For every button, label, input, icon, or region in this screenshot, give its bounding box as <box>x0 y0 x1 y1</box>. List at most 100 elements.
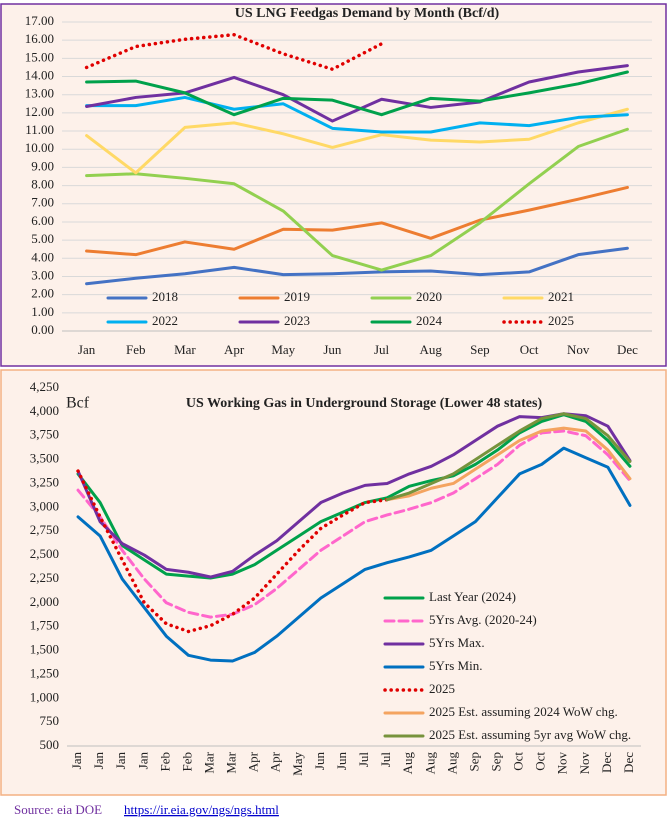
y-tick-label: 750 <box>40 713 60 728</box>
legend-label: 2024 <box>416 313 443 328</box>
x-tick-label: Feb <box>179 752 194 772</box>
x-tick-label: Jun <box>312 752 327 771</box>
y-tick-label: 4.00 <box>31 249 54 264</box>
legend-label: 5Yrs Min. <box>429 658 482 673</box>
chart-title: US LNG Feedgas Demand by Month (Bcf/d) <box>235 6 500 21</box>
x-tick-label: Sep <box>466 752 481 772</box>
x-tick-label: Apr <box>246 751 261 772</box>
x-tick-label: Jan <box>135 752 150 770</box>
x-tick-label: Jan <box>113 752 128 770</box>
series-line <box>85 70 629 117</box>
y-tick-label: 8.00 <box>31 177 54 192</box>
x-tick-label: Jul <box>356 752 371 768</box>
y-tick-label: 1,750 <box>30 618 59 633</box>
y-tick-label: 3,250 <box>30 474 59 489</box>
y-tick-label: 2.00 <box>31 286 54 301</box>
y-tick-label: 13.00 <box>25 86 54 101</box>
x-tick-label: Dec <box>621 752 636 773</box>
y-tick-label: 5.00 <box>31 231 54 246</box>
series-line <box>85 127 629 272</box>
x-tick-label: Nov <box>567 342 590 357</box>
legend-label: 2020 <box>416 289 442 304</box>
y-tick-label: 0.00 <box>31 322 54 337</box>
y-tick-label: 3.00 <box>31 267 54 282</box>
series-line <box>85 64 629 123</box>
x-tick-label: Feb <box>157 752 172 772</box>
x-tick-label: Jan <box>69 752 84 770</box>
y-tick-label: 11.00 <box>25 122 54 137</box>
series-line <box>85 185 629 257</box>
series-line <box>85 246 629 286</box>
series-line <box>85 95 629 134</box>
legend-label: 5Yrs Avg. (2020-24) <box>429 612 537 627</box>
series-line <box>84 32 384 72</box>
y-tick-label: 3,750 <box>30 427 59 442</box>
x-tick-label: Mar <box>224 751 239 773</box>
y-tick-label: 2,250 <box>30 570 59 585</box>
legend-label: 2021 <box>548 289 574 304</box>
x-tick-label: Dec <box>599 752 614 773</box>
x-tick-label: Jul <box>374 342 390 357</box>
y-tick-label: 10.00 <box>25 140 54 155</box>
y-tick-label: 12.00 <box>25 104 54 119</box>
y-axis-label: Bcf <box>66 395 90 412</box>
legend-label: Last Year (2024) <box>429 589 516 604</box>
x-tick-label: Jun <box>323 342 342 357</box>
y-tick-label: 4,000 <box>30 403 59 418</box>
series-line <box>385 426 632 502</box>
y-tick-label: 1,500 <box>30 642 59 657</box>
x-tick-label: Dec <box>617 342 638 357</box>
y-tick-label: 1,250 <box>30 665 59 680</box>
x-tick-label: Feb <box>126 342 146 357</box>
chart-frame <box>0 369 667 796</box>
x-tick-label: Sep <box>488 752 503 772</box>
x-tick-label: Oct <box>511 752 526 771</box>
series-line <box>85 107 629 175</box>
series-line <box>76 412 632 579</box>
y-tick-label: 17.00 <box>25 13 54 28</box>
series-line <box>76 469 389 634</box>
x-tick-label: May <box>290 752 305 776</box>
y-tick-label: 16.00 <box>25 31 54 46</box>
x-tick-label: Jan <box>78 342 96 357</box>
series-line <box>76 413 632 580</box>
x-tick-label: Nov <box>555 752 570 775</box>
legend-label: 2025 <box>429 681 455 696</box>
x-tick-label: Mar <box>174 342 196 357</box>
x-tick-label: Jan <box>91 752 106 770</box>
x-tick-label: May <box>271 342 295 357</box>
y-tick-label: 500 <box>40 737 60 752</box>
legend-label: 2025 Est. assuming 2024 WoW chg. <box>429 704 618 719</box>
series-line <box>76 429 632 619</box>
x-tick-label: Aug <box>420 342 443 357</box>
legend-label: 2022 <box>152 313 178 328</box>
y-tick-label: 2,750 <box>30 522 59 537</box>
y-tick-label: 2,000 <box>30 594 59 609</box>
chart-title: US Working Gas in Underground Storage (L… <box>186 396 543 411</box>
y-tick-label: 1.00 <box>31 304 54 319</box>
y-tick-label: 9.00 <box>31 158 54 173</box>
chart-frame <box>0 3 667 367</box>
y-tick-label: 14.00 <box>25 68 54 83</box>
legend-label: 5Yrs Max. <box>429 635 485 650</box>
x-tick-label: Apr <box>224 342 245 357</box>
x-tick-label: Oct <box>520 342 539 357</box>
x-tick-label: Mar <box>201 751 216 773</box>
legend-label: 2018 <box>152 289 178 304</box>
series-line <box>76 446 632 663</box>
x-tick-label: Jun <box>334 752 349 771</box>
x-tick-label: Oct <box>533 752 548 771</box>
x-tick-label: Nov <box>577 752 592 775</box>
y-tick-label: 6.00 <box>31 213 54 228</box>
y-tick-label: 7.00 <box>31 195 54 210</box>
x-tick-label: Aug <box>400 752 415 775</box>
y-tick-label: 1,000 <box>30 689 59 704</box>
x-tick-label: Sep <box>470 342 490 357</box>
source-link[interactable]: https://ir.eia.gov/ngs/ngs.html <box>124 802 279 817</box>
legend-label: 2025 <box>548 313 574 328</box>
y-tick-label: 15.00 <box>25 49 54 64</box>
legend-label: 2023 <box>284 313 310 328</box>
x-tick-label: Aug <box>422 752 437 775</box>
legend-label: 2025 Est. assuming 5yr avg WoW chg. <box>429 727 631 742</box>
